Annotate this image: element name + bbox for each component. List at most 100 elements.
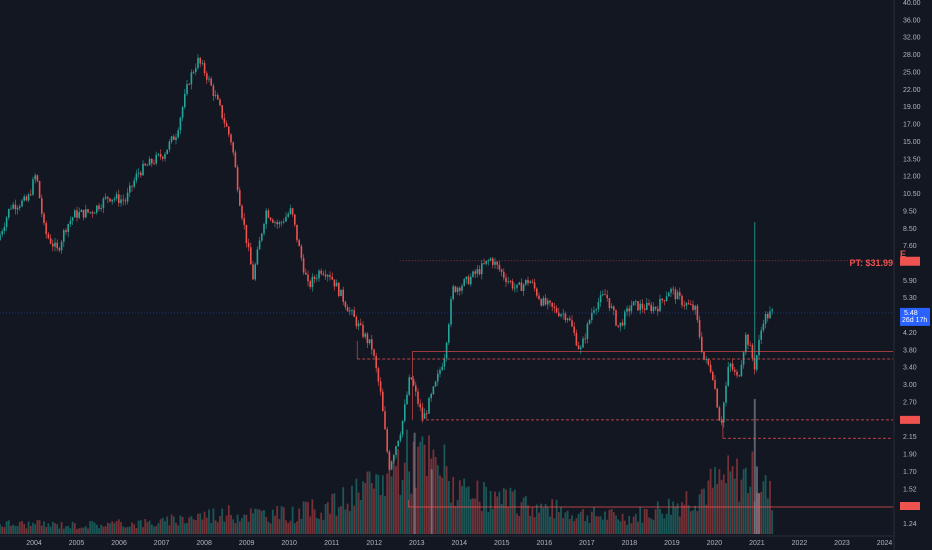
time-tick-label: 2017	[579, 540, 595, 547]
volume-bar	[304, 501, 307, 534]
volume-bar	[313, 509, 316, 534]
time-tick-label: 2004	[26, 540, 42, 547]
candle	[298, 238, 300, 247]
candle	[364, 332, 366, 339]
volume-bar	[335, 515, 338, 534]
price-axis[interactable]: 40.00 36.00 32.00 28.00 25.00 22.00 19.00 17.00…	[903, 0, 921, 528]
candle	[441, 362, 443, 371]
candle	[278, 220, 281, 229]
volume-bar	[610, 508, 613, 534]
time-tick-label: 2018	[622, 540, 638, 547]
volume-bar	[346, 503, 349, 534]
candle	[720, 416, 723, 426]
volume-bar	[608, 509, 611, 534]
time-axis[interactable]: 2004 2005 2006 2007 2008 2009 2010 2011 2012 2013…	[26, 540, 892, 547]
candle	[500, 268, 503, 277]
candle	[221, 104, 223, 120]
candle	[16, 205, 19, 215]
candle	[434, 380, 437, 388]
candle	[217, 92, 219, 100]
candle	[107, 196, 109, 204]
candle	[311, 273, 314, 292]
volume-bar	[454, 505, 457, 534]
candle	[214, 90, 217, 99]
candle	[223, 113, 226, 128]
candle	[553, 302, 556, 313]
volume-bar	[542, 508, 545, 534]
candle	[166, 149, 168, 155]
volume-bar	[232, 519, 235, 534]
price-tick-label: 5.30	[903, 295, 917, 302]
volume-bar	[190, 516, 193, 534]
candle	[657, 305, 659, 316]
price-tick-label: 3.40	[903, 365, 917, 372]
price-target-label[interactable]: PT: $31.99	[849, 258, 893, 268]
volume-bar	[599, 516, 602, 534]
volume-bar	[188, 517, 191, 534]
price-tick-label: 15.00	[903, 139, 921, 146]
candle	[195, 63, 197, 76]
volume-bar	[12, 524, 15, 534]
volume-bar	[274, 515, 276, 534]
candle	[643, 304, 646, 314]
volume-bar	[223, 521, 226, 534]
volume-bar	[406, 429, 408, 534]
candle	[452, 284, 454, 301]
candle	[663, 299, 666, 306]
candle	[335, 279, 338, 287]
volume-bar	[516, 513, 518, 534]
volume-bar	[648, 517, 650, 534]
candle	[289, 204, 292, 215]
candle	[144, 162, 146, 167]
volume-bar	[540, 503, 543, 534]
volume-bar	[1, 526, 4, 534]
candle	[280, 220, 283, 227]
candle	[467, 274, 470, 285]
volume-bar	[551, 499, 554, 534]
candle	[265, 207, 267, 229]
candle	[375, 352, 377, 373]
candle	[481, 259, 483, 280]
volume-bar	[245, 514, 248, 534]
candle	[243, 213, 245, 230]
volume-bar	[390, 476, 393, 534]
candle	[368, 339, 371, 345]
volume-bar	[500, 504, 503, 534]
volume-bar	[197, 513, 199, 534]
volume-bar	[260, 510, 263, 534]
price-tick-label: 17.00	[903, 122, 921, 129]
volume-bar	[604, 511, 606, 534]
volume-bar	[520, 502, 523, 534]
volume-bar	[219, 516, 221, 534]
candle	[45, 220, 47, 239]
drawing-annotations[interactable]	[356, 260, 893, 508]
candle	[738, 374, 740, 378]
candle	[591, 308, 593, 324]
candle	[133, 177, 135, 189]
annotation-letter-label[interactable]: E	[900, 249, 906, 259]
candle	[32, 176, 34, 197]
volume-bar	[395, 466, 397, 534]
candle	[34, 173, 36, 184]
volume-bar	[731, 466, 734, 534]
candle	[520, 278, 523, 292]
volume-bar	[564, 512, 567, 534]
volume-bar	[192, 519, 195, 534]
candle	[478, 265, 481, 276]
candle	[190, 69, 193, 90]
candle	[115, 191, 118, 201]
volume-bar	[95, 524, 98, 534]
candle	[234, 149, 237, 168]
time-tick-label: 2024	[877, 540, 893, 547]
price-tick-label: 7.60	[903, 243, 917, 250]
volume-spike-bar	[755, 466, 758, 534]
volume-bar	[172, 516, 175, 534]
volume-bar	[399, 495, 402, 534]
volume-bar	[749, 486, 752, 534]
candle	[247, 238, 250, 252]
candle	[465, 276, 468, 284]
candle	[120, 194, 122, 207]
candle	[538, 292, 540, 300]
candle	[665, 291, 668, 302]
